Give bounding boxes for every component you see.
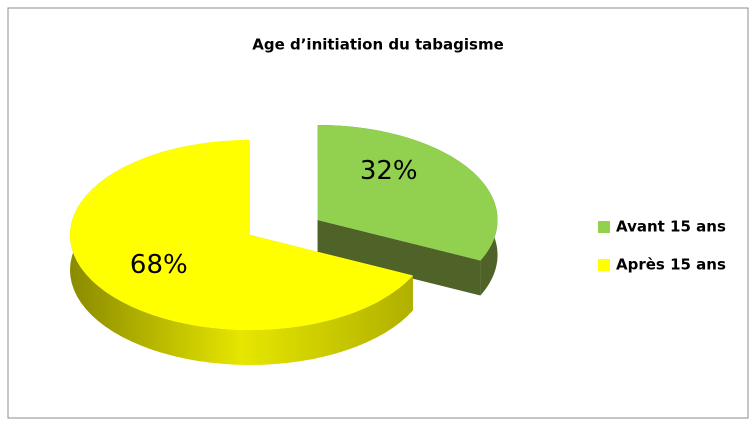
legend-swatch xyxy=(598,259,610,271)
pie-slice xyxy=(70,140,413,330)
legend-label: Avant 15 ans xyxy=(616,218,726,236)
chart-title: Age d’initiation du tabagisme xyxy=(252,36,504,54)
legend-swatch xyxy=(598,221,610,233)
slice-side xyxy=(317,219,481,296)
data-label: 32% xyxy=(360,156,418,186)
data-label: 68% xyxy=(130,250,188,280)
pie-slice xyxy=(317,124,498,261)
legend-label: Après 15 ans xyxy=(616,256,726,274)
